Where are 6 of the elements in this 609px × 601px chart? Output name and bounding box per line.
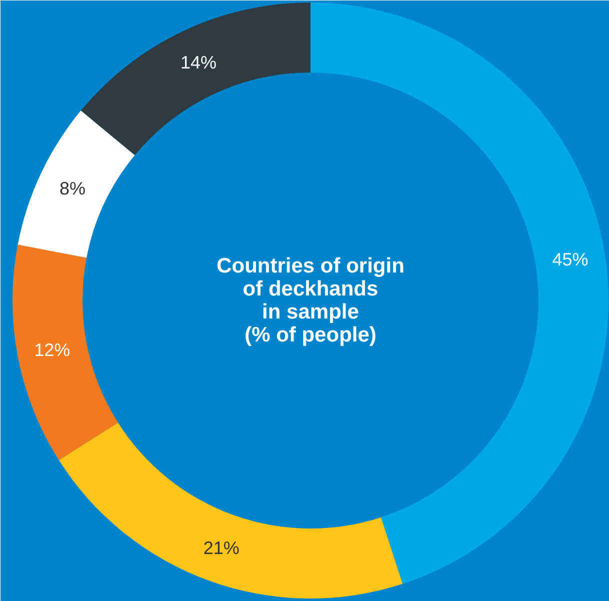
- data-label: 21%: [203, 538, 240, 558]
- data-label: 45%: [552, 249, 588, 270]
- data-label: 14%: [180, 52, 217, 73]
- data-label: 12%: [34, 340, 70, 360]
- data-label: 8%: [60, 178, 86, 199]
- text: Countries of origin of deckhands in sample (% of people): [216, 254, 404, 346]
